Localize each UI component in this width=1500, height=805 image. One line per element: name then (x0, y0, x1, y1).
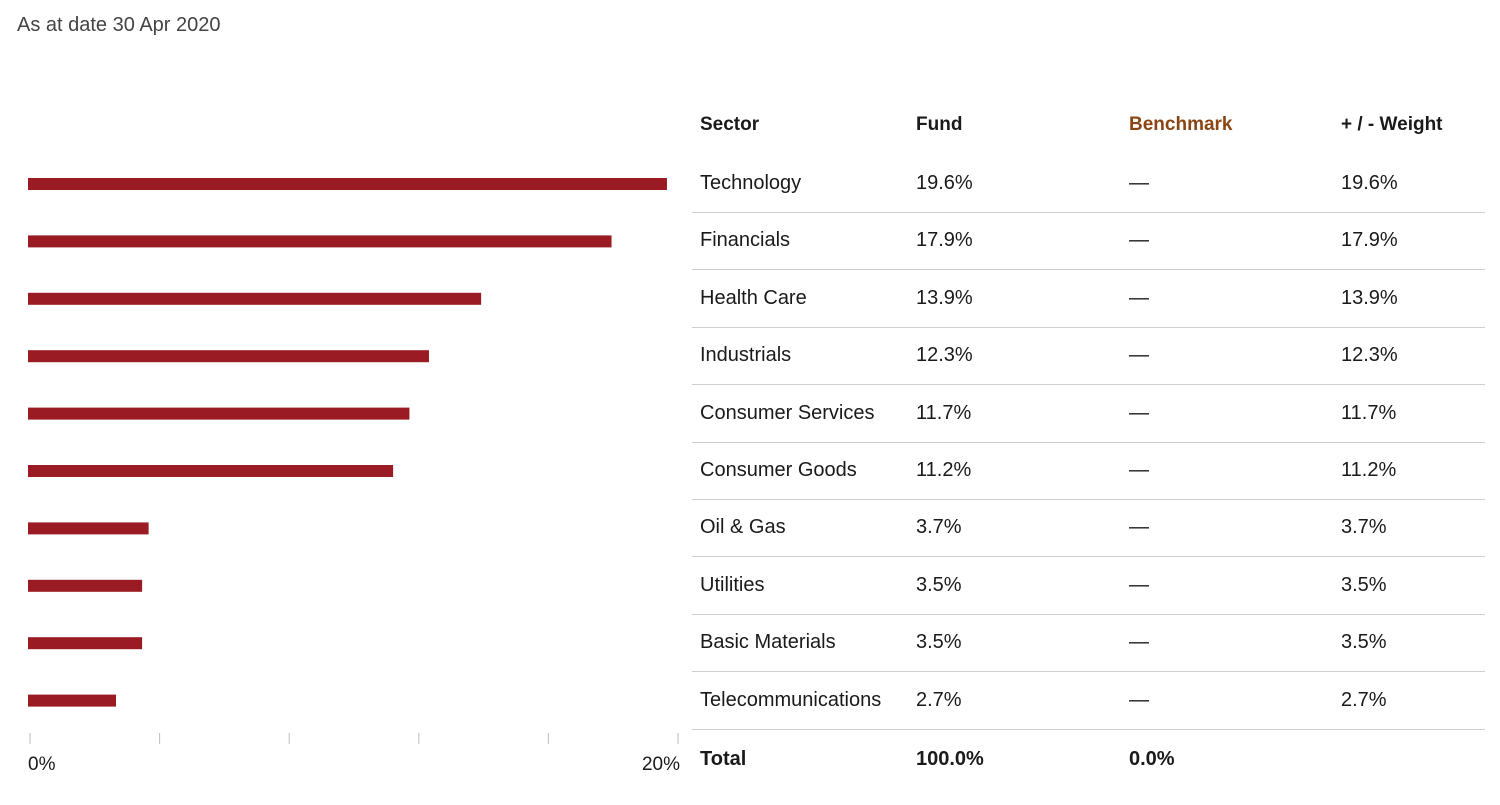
fund-value: 3.5% (916, 631, 962, 654)
row-divider (692, 441, 1485, 443)
fund-value: 3.5% (916, 573, 962, 596)
sector-name: Utilities (700, 573, 765, 596)
bar-utilities (28, 579, 143, 592)
weight-value: 2.7% (1341, 688, 1387, 711)
total-label: Total (700, 748, 747, 770)
total-fund: 100.0% (916, 748, 984, 770)
x-tick-label-max: 20% (642, 754, 680, 775)
total-benchmark: 0.0% (1129, 748, 1175, 770)
sector-name: Health Care (700, 286, 807, 309)
bar-financials (28, 235, 612, 248)
bar-technology (28, 178, 667, 190)
sector-name: Telecommunications (700, 688, 882, 711)
row-divider (692, 671, 1485, 673)
weight-value: 3.5% (1341, 631, 1387, 654)
benchmark-value: — (1129, 573, 1149, 596)
row-divider (692, 556, 1485, 558)
header-weight: + / - Weight (1341, 114, 1443, 135)
fund-value: 11.2% (916, 459, 972, 481)
fund-value: 11.7% (916, 401, 972, 424)
weight-value: 13.9% (1341, 286, 1398, 309)
header-benchmark: Benchmark (1129, 114, 1233, 135)
bar-basic-materials (28, 637, 143, 650)
row-divider (692, 212, 1485, 213)
header-fund: Fund (916, 114, 963, 135)
as-at-date: As at date 30 Apr 2020 (17, 14, 221, 36)
benchmark-value: — (1129, 631, 1149, 654)
fund-value: 12.3% (916, 344, 973, 367)
weight-value: 11.7% (1341, 401, 1397, 424)
sector-name: Technology (700, 172, 802, 194)
weight-value: 3.7% (1341, 516, 1387, 539)
benchmark-value: — (1129, 229, 1149, 252)
sector-name: Financials (700, 229, 791, 252)
benchmark-value: — (1129, 459, 1149, 481)
fund-value: 13.9% (916, 286, 973, 309)
row-divider (692, 613, 1485, 615)
header-sector: Sector (700, 114, 760, 135)
benchmark-value: — (1129, 286, 1149, 309)
sector-name: Oil & Gas (700, 516, 786, 539)
benchmark-value: — (1129, 172, 1149, 194)
fund-value: 19.6% (916, 172, 973, 194)
weight-value: 11.2% (1341, 459, 1397, 481)
weight-value: 17.9% (1341, 229, 1398, 252)
row-divider (692, 728, 1485, 730)
row-divider (692, 384, 1485, 386)
sector-name: Industrials (700, 344, 792, 367)
x-tick-label-min: 0% (28, 754, 56, 775)
fund-value: 2.7% (916, 688, 962, 711)
bar-oil-gas (28, 522, 149, 535)
weight-value: 19.6% (1341, 172, 1398, 194)
benchmark-value: — (1129, 516, 1149, 539)
row-divider (692, 499, 1485, 500)
sector-name: Consumer Services (700, 401, 875, 424)
row-divider (692, 326, 1485, 328)
benchmark-value: — (1129, 688, 1149, 711)
bar-telecommunications (28, 694, 117, 707)
bar-health-care (28, 292, 482, 305)
row-divider (692, 269, 1485, 271)
bar-consumer-services (28, 407, 410, 420)
sector-name: Basic Materials (700, 631, 836, 654)
sector-name: Consumer Goods (700, 459, 857, 481)
fund-value: 3.7% (916, 516, 962, 539)
bar-industrials (28, 350, 429, 363)
weight-value: 3.5% (1341, 573, 1387, 596)
benchmark-value: — (1129, 401, 1149, 424)
weight-value: 12.3% (1341, 344, 1398, 367)
bar-consumer-goods (28, 465, 394, 477)
fund-value: 17.9% (916, 229, 973, 252)
benchmark-value: — (1129, 344, 1149, 367)
